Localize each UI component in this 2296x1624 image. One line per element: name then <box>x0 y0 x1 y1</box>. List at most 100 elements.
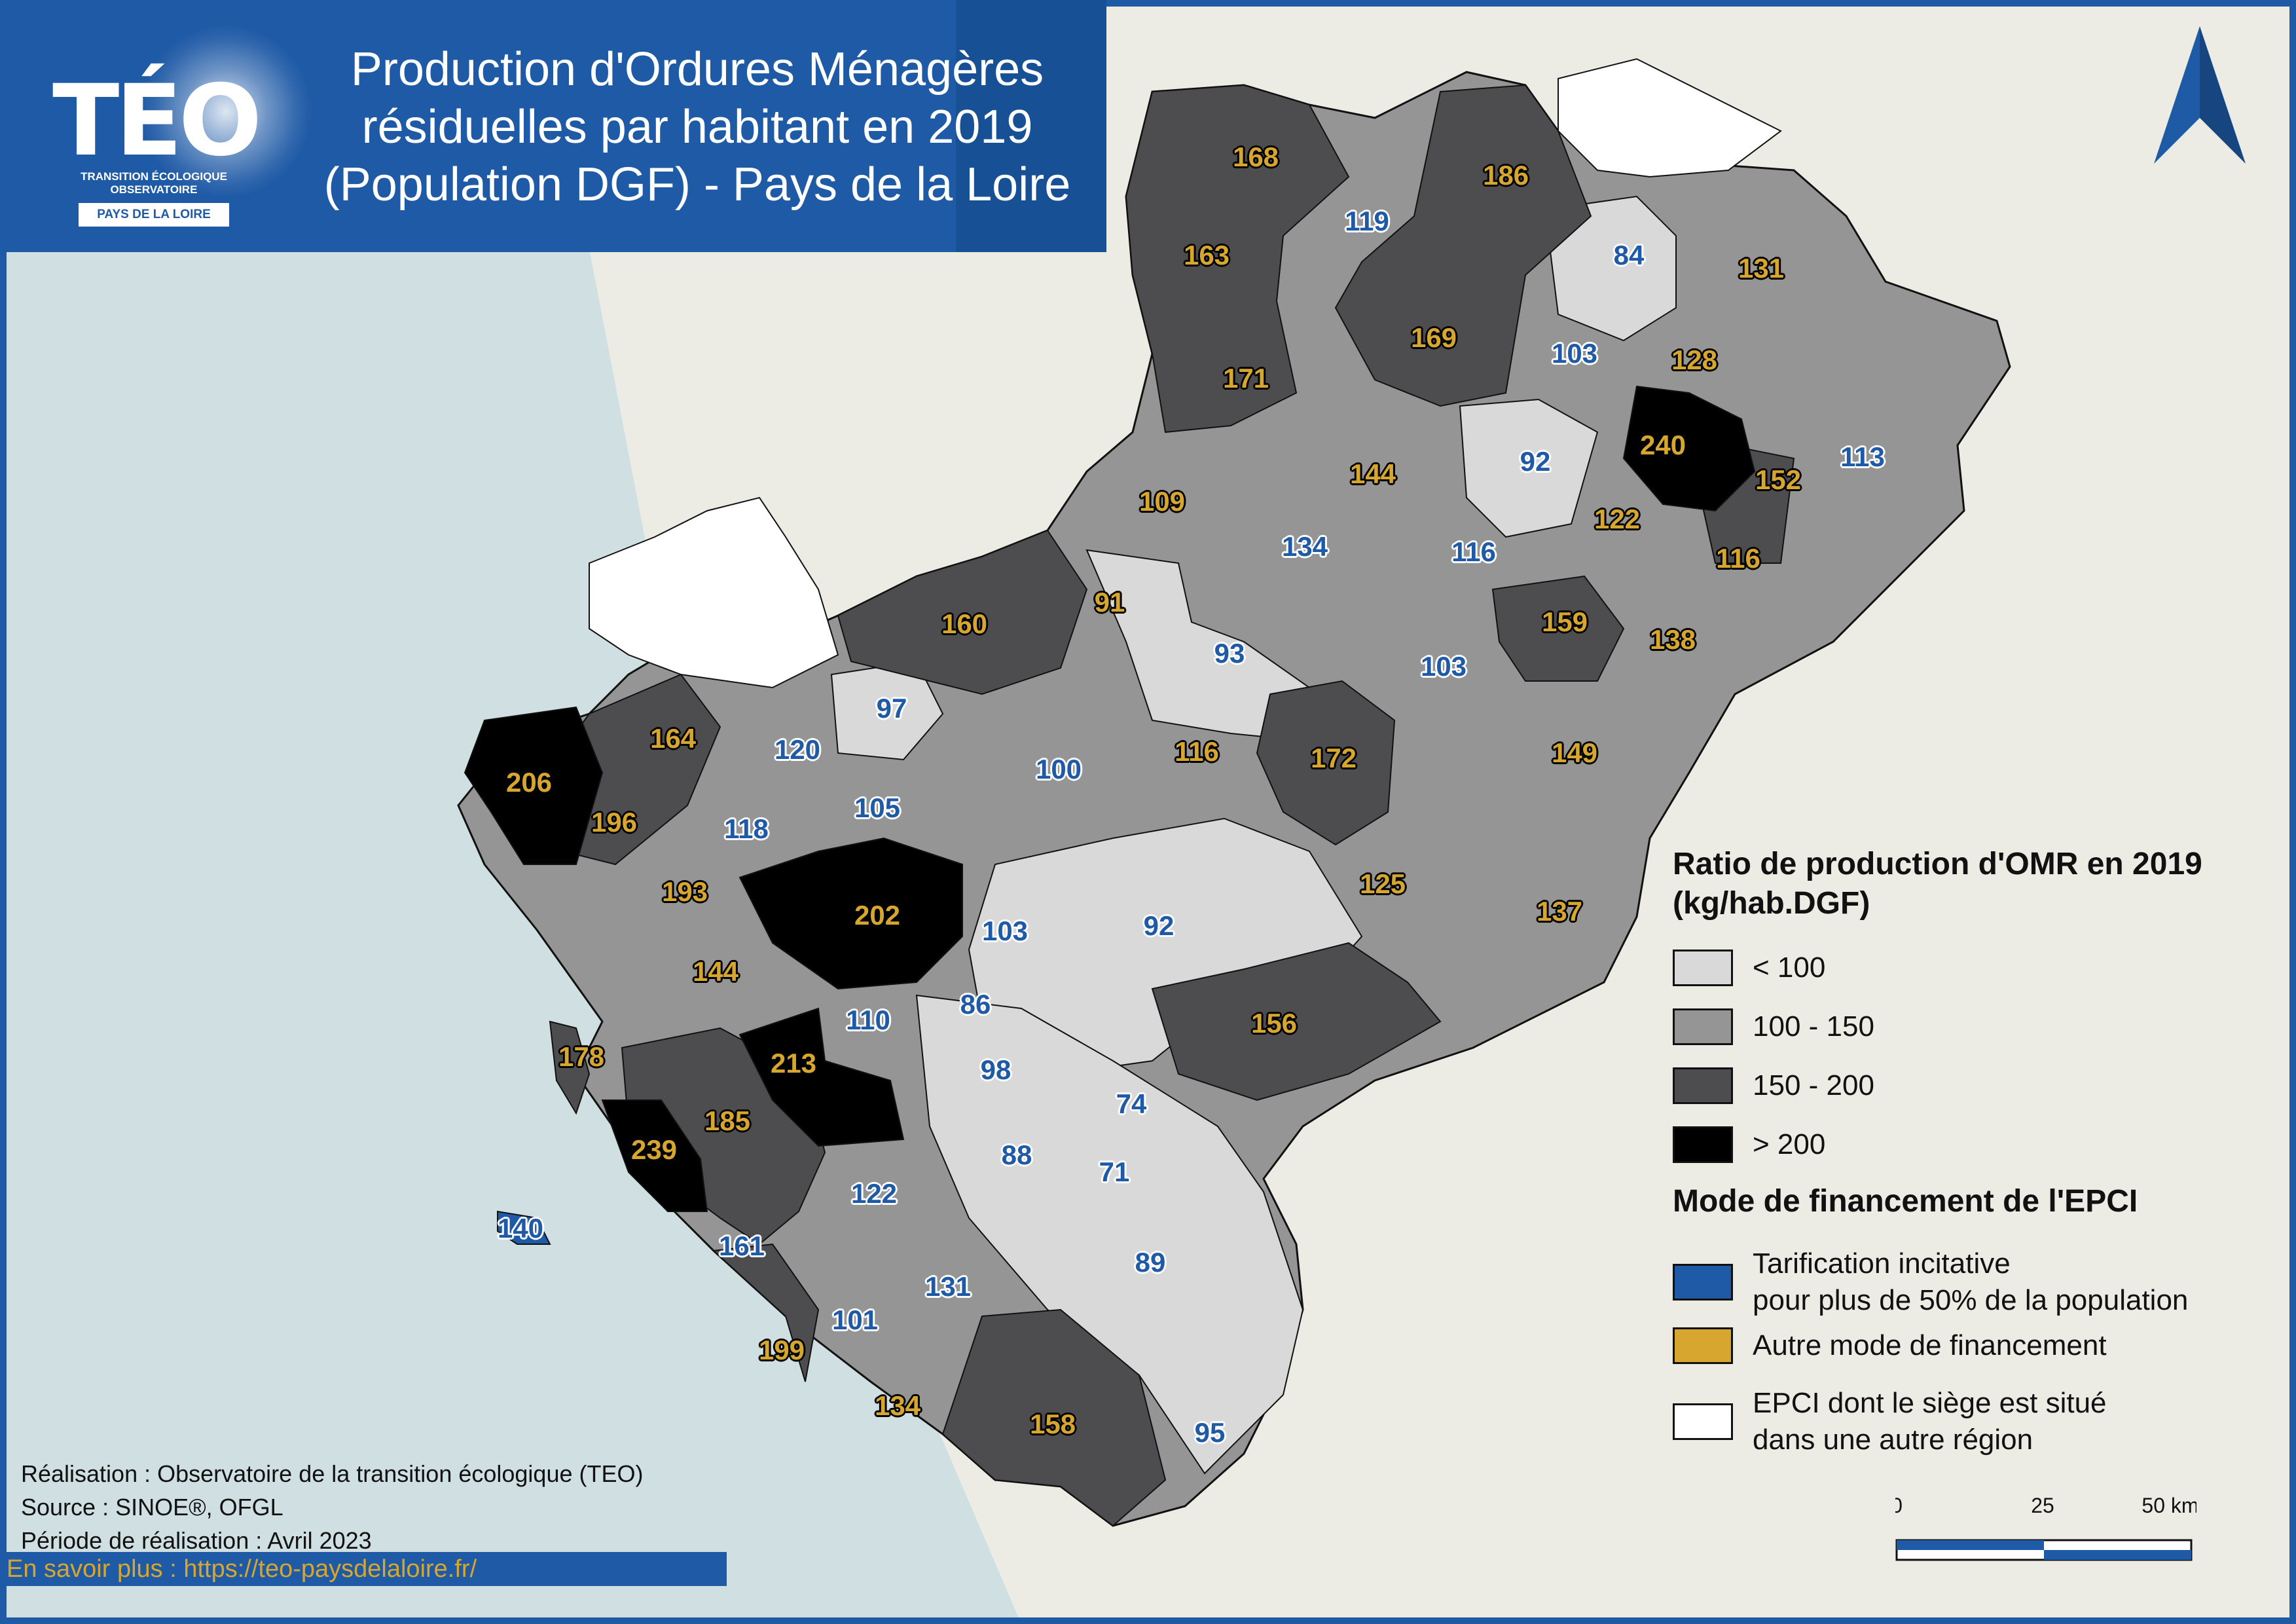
epci-value-label: 160 <box>941 608 988 639</box>
epci-value-label: 95 <box>1194 1417 1226 1448</box>
island-178 <box>549 1020 591 1115</box>
epci-value-label: 119 <box>1345 206 1389 236</box>
epci-value-label: 185 <box>704 1105 751 1136</box>
scale-bar: 0 25 50 km <box>1895 1494 2196 1561</box>
legend-class-label: 100 - 150 <box>1753 1010 1874 1043</box>
epci-value-label: 156 <box>1250 1008 1298 1039</box>
more-info-bar[interactable]: En savoir plus : https://teo-paysdelaloi… <box>0 1552 727 1586</box>
title-line1: Production d'Ordures Ménagères <box>350 43 1044 96</box>
legend-class-swatch <box>1673 1126 1733 1163</box>
zone-dark-northwest <box>1125 84 1350 434</box>
epci-value-label: 239 <box>630 1134 678 1165</box>
zone-dark-199 <box>712 1243 820 1382</box>
epci-value-label: 84 <box>1613 240 1645 270</box>
scale-tick-0: 0 <box>1895 1494 1903 1517</box>
epci-value-label: 120 <box>774 734 821 765</box>
legend-mode-label-line2: dans une autre région <box>1753 1424 2033 1456</box>
epci-value-label: 186 <box>1482 160 1529 191</box>
epci-value-label: 199 <box>758 1335 805 1365</box>
epci-value-label: 172 <box>1310 743 1357 773</box>
logo-region-badge: PAYS DE LA LOIRE <box>79 203 229 227</box>
epci-value-label: 131 <box>1738 253 1785 284</box>
epci-value-label: 88 <box>1001 1139 1032 1170</box>
legend-class-swatch <box>1673 1067 1733 1104</box>
legend-mode-label-line1: EPCI dont le siège est situé <box>1753 1387 2107 1419</box>
logo-subtitle-line2: OBSERVATOIRE <box>110 183 198 196</box>
epci-value-label: 178 <box>558 1041 605 1072</box>
map-title: Production d'Ordures Ménagères résiduell… <box>295 41 1100 213</box>
legend-mode-swatch <box>1673 1327 1733 1364</box>
zone-white-north <box>1558 58 1782 178</box>
zone-black-206 <box>464 706 604 865</box>
epci-value-label: 116 <box>1175 736 1219 767</box>
credits-line2: Source : SINOE®, OFGL <box>21 1494 283 1521</box>
teo-logo: TÉO TRANSITION ÉCOLOGIQUE OBSERVATOIRE P… <box>26 26 311 229</box>
legend-mode-label-line1: Autre mode de financement <box>1753 1329 2107 1361</box>
legend-mode-row: Autre mode de financement <box>1673 1327 2107 1364</box>
legend-ratio-title: Ratio de production d'OMR en 2019 (kg/ha… <box>1673 845 2262 923</box>
epci-value-label: 138 <box>1649 624 1696 655</box>
credits-line3: Période de réalisation : Avril 2023 <box>21 1527 372 1554</box>
title-line2: résiduelles par habitant en 2019 <box>361 101 1033 153</box>
zone-black-240 <box>1622 385 1756 512</box>
logo-wordmark: TÉO <box>52 64 262 178</box>
epci-value-label: 193 <box>661 876 708 907</box>
epci-value-label: 74 <box>1116 1088 1147 1119</box>
zone-light-north <box>1459 398 1599 538</box>
legend-class-row: 100 - 150 <box>1673 1008 1874 1045</box>
epci-value-label: 71 <box>1099 1156 1130 1187</box>
epci-value-label: 110 <box>846 1005 890 1035</box>
epci-value-label: 118 <box>724 813 769 844</box>
epci-value-label: 92 <box>1143 910 1175 941</box>
epci-value-label: 98 <box>980 1054 1011 1085</box>
epci-value-label: 164 <box>649 723 697 754</box>
epci-value-label: 91 <box>1094 587 1125 618</box>
legend: Ratio de production d'OMR en 2019 (kg/ha… <box>1673 845 2262 1456</box>
epci-value-label: 196 <box>591 807 638 838</box>
zone-dark-160 <box>837 529 1088 695</box>
epci-value-label: 134 <box>1281 531 1328 562</box>
legend-class-row: > 200 <box>1673 1126 1825 1163</box>
legend-mode-label: Autre mode de financement <box>1753 1327 2107 1364</box>
epci-value-label: 122 <box>1594 504 1641 534</box>
epci-value-label: 159 <box>1541 606 1588 637</box>
credits: Réalisation : Observatoire de la transit… <box>21 1457 643 1557</box>
epci-value-label: 149 <box>1551 737 1598 768</box>
epci-value-label: 152 <box>1755 464 1802 495</box>
epci-value-label: 140 <box>497 1213 544 1244</box>
legend-class-swatch <box>1673 1008 1733 1045</box>
zone-light-east <box>1544 195 1677 342</box>
legend-class-label: 150 - 200 <box>1753 1069 1874 1101</box>
legend-mode-label: Tarification incitative pour plus de 50% … <box>1753 1246 2188 1319</box>
header-banner-accent <box>956 0 1106 252</box>
epci-value-label: 144 <box>692 956 739 987</box>
zone-black-202 <box>738 837 963 990</box>
epci-value-label: 128 <box>1671 344 1718 375</box>
legend-class-row: 150 - 200 <box>1673 1067 1874 1104</box>
legend-ratio-title-line2: (kg/hab.DGF) <box>1673 886 1870 921</box>
credits-line1: Réalisation : Observatoire de la transit… <box>21 1460 644 1487</box>
epci-value-label: 206 <box>505 767 553 798</box>
zone-light-southeast <box>915 994 1304 1475</box>
epci-value-label: 134 <box>874 1390 921 1421</box>
zone-dark-158 <box>941 1308 1167 1527</box>
legend-mode-label-line1: Tarification incitative <box>1753 1247 2011 1280</box>
more-info-link[interactable]: En savoir plus : https://teo-paysdelaloi… <box>7 1555 477 1583</box>
epci-value-label: 137 <box>1536 896 1583 927</box>
epci-value-label: 100 <box>1035 754 1082 784</box>
title-line3: (Population DGF) - Pays de la Loire <box>323 158 1071 211</box>
legend-mode-label-line2: pour plus de 50% de la population <box>1753 1284 2189 1316</box>
legend-class-label: > 200 <box>1753 1128 1826 1160</box>
epci-value-label: 122 <box>850 1178 898 1209</box>
logo-burst-icon <box>141 26 311 196</box>
epci-value-label: 202 <box>854 900 901 931</box>
zone-dark-north <box>1334 84 1592 407</box>
epci-value-label: 144 <box>1349 458 1396 489</box>
legend-mode-row: EPCI dont le siège est situé dans une aut… <box>1673 1385 2107 1458</box>
scale-tick-50: 50 km <box>2141 1494 2196 1517</box>
epci-value-label: 103 <box>1420 651 1467 682</box>
zone-dark-172 <box>1256 680 1396 846</box>
epci-value-label: 103 <box>1551 338 1598 369</box>
